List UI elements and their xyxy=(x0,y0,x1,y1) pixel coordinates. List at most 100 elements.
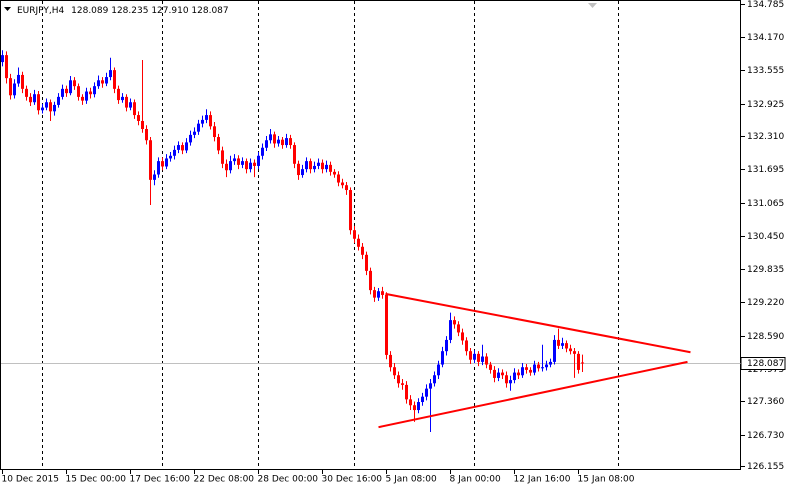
candle-body xyxy=(281,139,284,146)
y-tick-label: 133.555 xyxy=(747,66,784,76)
candle-body xyxy=(325,164,328,170)
candle-body xyxy=(45,102,48,108)
candle-body xyxy=(225,163,228,171)
y-tick-label: 127.360 xyxy=(747,397,784,407)
candle-body xyxy=(289,138,292,146)
candle-body xyxy=(345,185,348,191)
candle-body xyxy=(233,158,236,162)
candle-body xyxy=(165,158,168,167)
candle-body xyxy=(501,372,504,376)
y-tick-label: 134.785 xyxy=(747,0,784,10)
candle-body xyxy=(493,369,496,378)
candle-body xyxy=(361,246,364,255)
ohlc-value: 128.235 xyxy=(111,6,148,16)
candle-body xyxy=(93,86,96,95)
candle-body xyxy=(305,161,308,170)
candle-body xyxy=(449,320,452,340)
candle-body xyxy=(533,364,536,373)
candle-body xyxy=(317,162,320,166)
candle-body xyxy=(329,164,332,172)
y-tick-label: 130.450 xyxy=(747,232,784,242)
candle-body xyxy=(209,115,212,127)
price-label: 128.087 xyxy=(747,359,784,369)
candle-body xyxy=(569,348,572,352)
candle-body xyxy=(213,126,216,138)
candle-body xyxy=(49,102,52,112)
candle-body xyxy=(257,155,260,166)
shift-marker xyxy=(588,3,597,8)
candle-body xyxy=(97,80,100,87)
candle-body xyxy=(577,353,580,370)
candle-body xyxy=(397,375,400,384)
y-tick-label: 131.065 xyxy=(747,199,784,209)
candle-body xyxy=(5,55,8,79)
candle-body xyxy=(429,383,432,389)
candle-body xyxy=(293,145,296,164)
candle-body xyxy=(113,70,116,89)
candle-body xyxy=(561,343,564,346)
x-tick-label: 17 Dec 16:00 xyxy=(130,475,191,485)
candle-body xyxy=(137,115,140,121)
candle-body xyxy=(89,91,92,95)
candle-body xyxy=(29,96,32,103)
candle-body xyxy=(169,155,172,159)
candle-body xyxy=(245,161,248,170)
ohlc-value: 127.910 xyxy=(151,6,188,16)
candle-body xyxy=(37,94,40,111)
x-tick-label: 15 Jan 08:00 xyxy=(578,475,635,485)
candle-body xyxy=(505,375,508,384)
candle-body xyxy=(17,74,20,84)
candle-body xyxy=(373,290,376,298)
candle-body xyxy=(445,339,448,352)
candle-body xyxy=(285,138,288,146)
candle-body xyxy=(309,161,312,170)
candle-body xyxy=(57,96,60,105)
candle-body xyxy=(133,102,136,116)
candle-body xyxy=(189,134,192,143)
y-tick-label: 129.220 xyxy=(747,298,784,308)
candle-body xyxy=(365,254,368,271)
chart-header: EURJPY,H4 128.089 128.235 127.910 128.08… xyxy=(17,6,229,16)
candle-body xyxy=(333,171,336,175)
candle-body xyxy=(489,364,492,370)
candle-body xyxy=(21,74,24,89)
candle-body xyxy=(77,86,80,97)
candle-body xyxy=(177,145,180,150)
x-tick-label: 28 Dec 00:00 xyxy=(258,475,319,485)
candle-body xyxy=(13,83,16,96)
plot-frame xyxy=(0,0,741,470)
candle-body xyxy=(529,369,532,373)
candle-body xyxy=(73,80,76,87)
candle-body xyxy=(481,356,484,362)
candle-body xyxy=(553,339,556,362)
candle-body xyxy=(69,80,72,94)
candle-body xyxy=(409,399,412,406)
x-tick-label: 30 Dec 16:00 xyxy=(322,475,383,485)
candle-body xyxy=(253,162,256,166)
candle-body xyxy=(441,351,444,365)
candle-body xyxy=(469,351,472,360)
candle-body xyxy=(321,162,324,170)
candle-body xyxy=(105,77,108,84)
candle-body xyxy=(525,367,528,370)
candle-body xyxy=(1,55,4,63)
y-tick-label: 134.170 xyxy=(747,33,784,43)
trend-line xyxy=(378,360,688,429)
candle-body xyxy=(337,174,340,183)
menu-arrow[interactable] xyxy=(4,7,11,11)
candle-body xyxy=(549,361,552,365)
candle-body xyxy=(65,88,68,94)
candle-body xyxy=(313,165,316,170)
candle-body xyxy=(573,351,576,354)
candle-body xyxy=(9,78,12,96)
symbol: EURJPY,H4 xyxy=(17,6,65,16)
candle-body xyxy=(149,140,152,180)
candle-body xyxy=(157,161,160,175)
candle-body xyxy=(497,372,500,378)
candle-body xyxy=(277,139,280,144)
candle-body xyxy=(457,324,460,333)
candle-body xyxy=(377,291,380,298)
candle-body xyxy=(581,362,584,364)
candle-body xyxy=(297,163,300,176)
